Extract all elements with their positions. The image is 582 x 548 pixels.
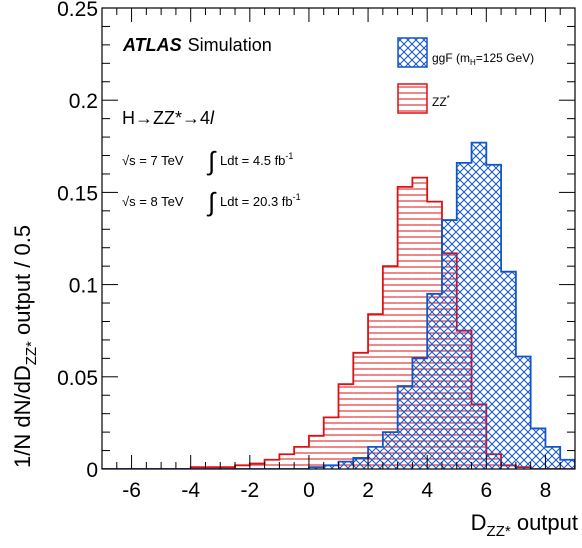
process-text: H→ZZ*→4 [122, 108, 210, 128]
bar-ggf-m-h-125-gev [427, 293, 442, 469]
bar-ggf-m-h-125-gev [441, 220, 457, 469]
bar-ggf-m-h-125-gev [353, 457, 369, 469]
y-axis-title-suffix: output / 0.5 [10, 225, 35, 341]
sqrt-s-7: √s [122, 153, 136, 168]
bar-ggf-m-h-125-gev [397, 386, 413, 469]
legend-zz-sup: * [447, 94, 450, 103]
bar-ggf-m-h-125-gev [560, 459, 575, 469]
x-tick-label: 2 [362, 479, 374, 502]
lumi-8tev-label: Ldt = 20.3 fb-1 [220, 192, 301, 209]
legend-ggf-sub: H [470, 58, 476, 67]
x-tick-label: 0 [303, 479, 315, 502]
x-tick-label: -6 [122, 479, 141, 502]
energy-8: = 8 TeV [136, 194, 184, 209]
x-tick-label: 4 [421, 479, 433, 502]
x-axis-title-suffix: output [511, 510, 578, 535]
process-lepton: l [210, 108, 215, 128]
y-tick-label: 0.2 [69, 90, 98, 113]
y-axis-title: 1/N dN/dDZZ* output / 0.5 [10, 225, 40, 468]
bar-zz [190, 467, 206, 469]
x-tick-label: 8 [540, 479, 552, 502]
bar-zz [205, 467, 221, 469]
lumi-7: Ldt = 4.5 fb [220, 153, 285, 168]
y-tick-label: 0.25 [57, 0, 98, 21]
x-axis-title-sub: ZZ* [487, 523, 511, 540]
sqrt-s-8: √s [122, 194, 136, 209]
bar-zz [353, 352, 369, 469]
bar-ggf-m-h-125-gev [471, 142, 487, 469]
legend-ggf-post: =125 GeV) [476, 51, 534, 65]
bar-zz [235, 465, 250, 469]
bar-ggf-m-h-125-gev [456, 162, 472, 469]
legend-zz-main: ZZ [432, 95, 447, 109]
x-tick-label: -2 [240, 479, 259, 502]
energy-7: = 7 TeV [136, 153, 184, 168]
axis-ticks: -6 -4 -2 0 2 4 6 8 0 0.05 0.1 0.15 0.2 0.25 [57, 0, 576, 502]
histogram-bars [102, 141, 575, 469]
bar-zz [323, 417, 339, 469]
bar-zz [264, 459, 280, 469]
bar-zz [294, 446, 309, 469]
y-tick-label: 0.1 [69, 275, 98, 298]
bar-ggf-m-h-125-gev [338, 461, 354, 469]
y-axis-title-sub: ZZ* [23, 341, 40, 365]
bar-zz [249, 463, 265, 469]
legend-label-zz: ZZ* [432, 94, 450, 109]
atlas-word: ATLAS [122, 35, 182, 55]
bar-zz [338, 384, 354, 469]
bar-ggf-m-h-125-gev [486, 164, 502, 469]
bar-ggf-m-h-125-gev [530, 428, 546, 469]
lumi-7tev-label: Ldt = 4.5 fb-1 [220, 151, 293, 168]
x-tick-label: 6 [480, 479, 492, 502]
series-ggf-m-h-125-gev [102, 141, 575, 469]
y-tick-label: 0.15 [57, 182, 98, 205]
bar-zz [308, 435, 324, 469]
legend-swatch-zz [397, 83, 428, 114]
bar-zz [279, 454, 295, 469]
legend: ggF (mH=125 GeV) ZZ* [397, 37, 534, 114]
x-tick-label: -4 [181, 479, 200, 502]
lumi-8: Ldt = 20.3 fb [220, 194, 293, 209]
bar-zz [382, 266, 398, 469]
atlas-label: ATLAS Simulation [122, 35, 272, 55]
bar-ggf-m-h-125-gev [368, 446, 383, 469]
bar-ggf-m-h-125-gev [515, 356, 531, 469]
simulation-word: Simulation [188, 35, 272, 55]
y-axis-title-main: 1/N dN/dD [10, 365, 35, 468]
energy-8tev-label: √s = 8 TeV [122, 194, 184, 209]
lumi-8-sup: -1 [293, 192, 301, 202]
bar-ggf-m-h-125-gev [545, 446, 561, 469]
process-label: H→ZZ*→4l [122, 108, 215, 128]
lumi-7-sup: -1 [285, 151, 293, 161]
bar-ggf-m-h-125-gev [308, 467, 324, 469]
integral-sign-2: ∫ [206, 187, 217, 217]
bar-ggf-m-h-125-gev [382, 432, 398, 469]
bar-ggf-m-h-125-gev [501, 271, 516, 469]
integral-sign-1: ∫ [206, 146, 217, 176]
bar-zz [368, 314, 383, 469]
legend-label-ggf: ggF (mH=125 GeV) [432, 51, 534, 67]
x-axis-title-main: D [471, 510, 487, 535]
legend-ggf-main: ggF (m [432, 51, 470, 65]
bar-zz [220, 467, 236, 469]
outline-ggf-m-h-125-gev [102, 141, 575, 469]
bar-ggf-m-h-125-gev [323, 465, 339, 469]
energy-7tev-label: √s = 7 TeV [122, 153, 184, 168]
x-axis-title: DZZ* output [471, 510, 578, 540]
legend-swatch-ggf [397, 37, 428, 68]
bar-ggf-m-h-125-gev [412, 358, 428, 469]
y-tick-label: 0 [86, 459, 98, 482]
y-tick-label: 0.05 [57, 367, 98, 390]
